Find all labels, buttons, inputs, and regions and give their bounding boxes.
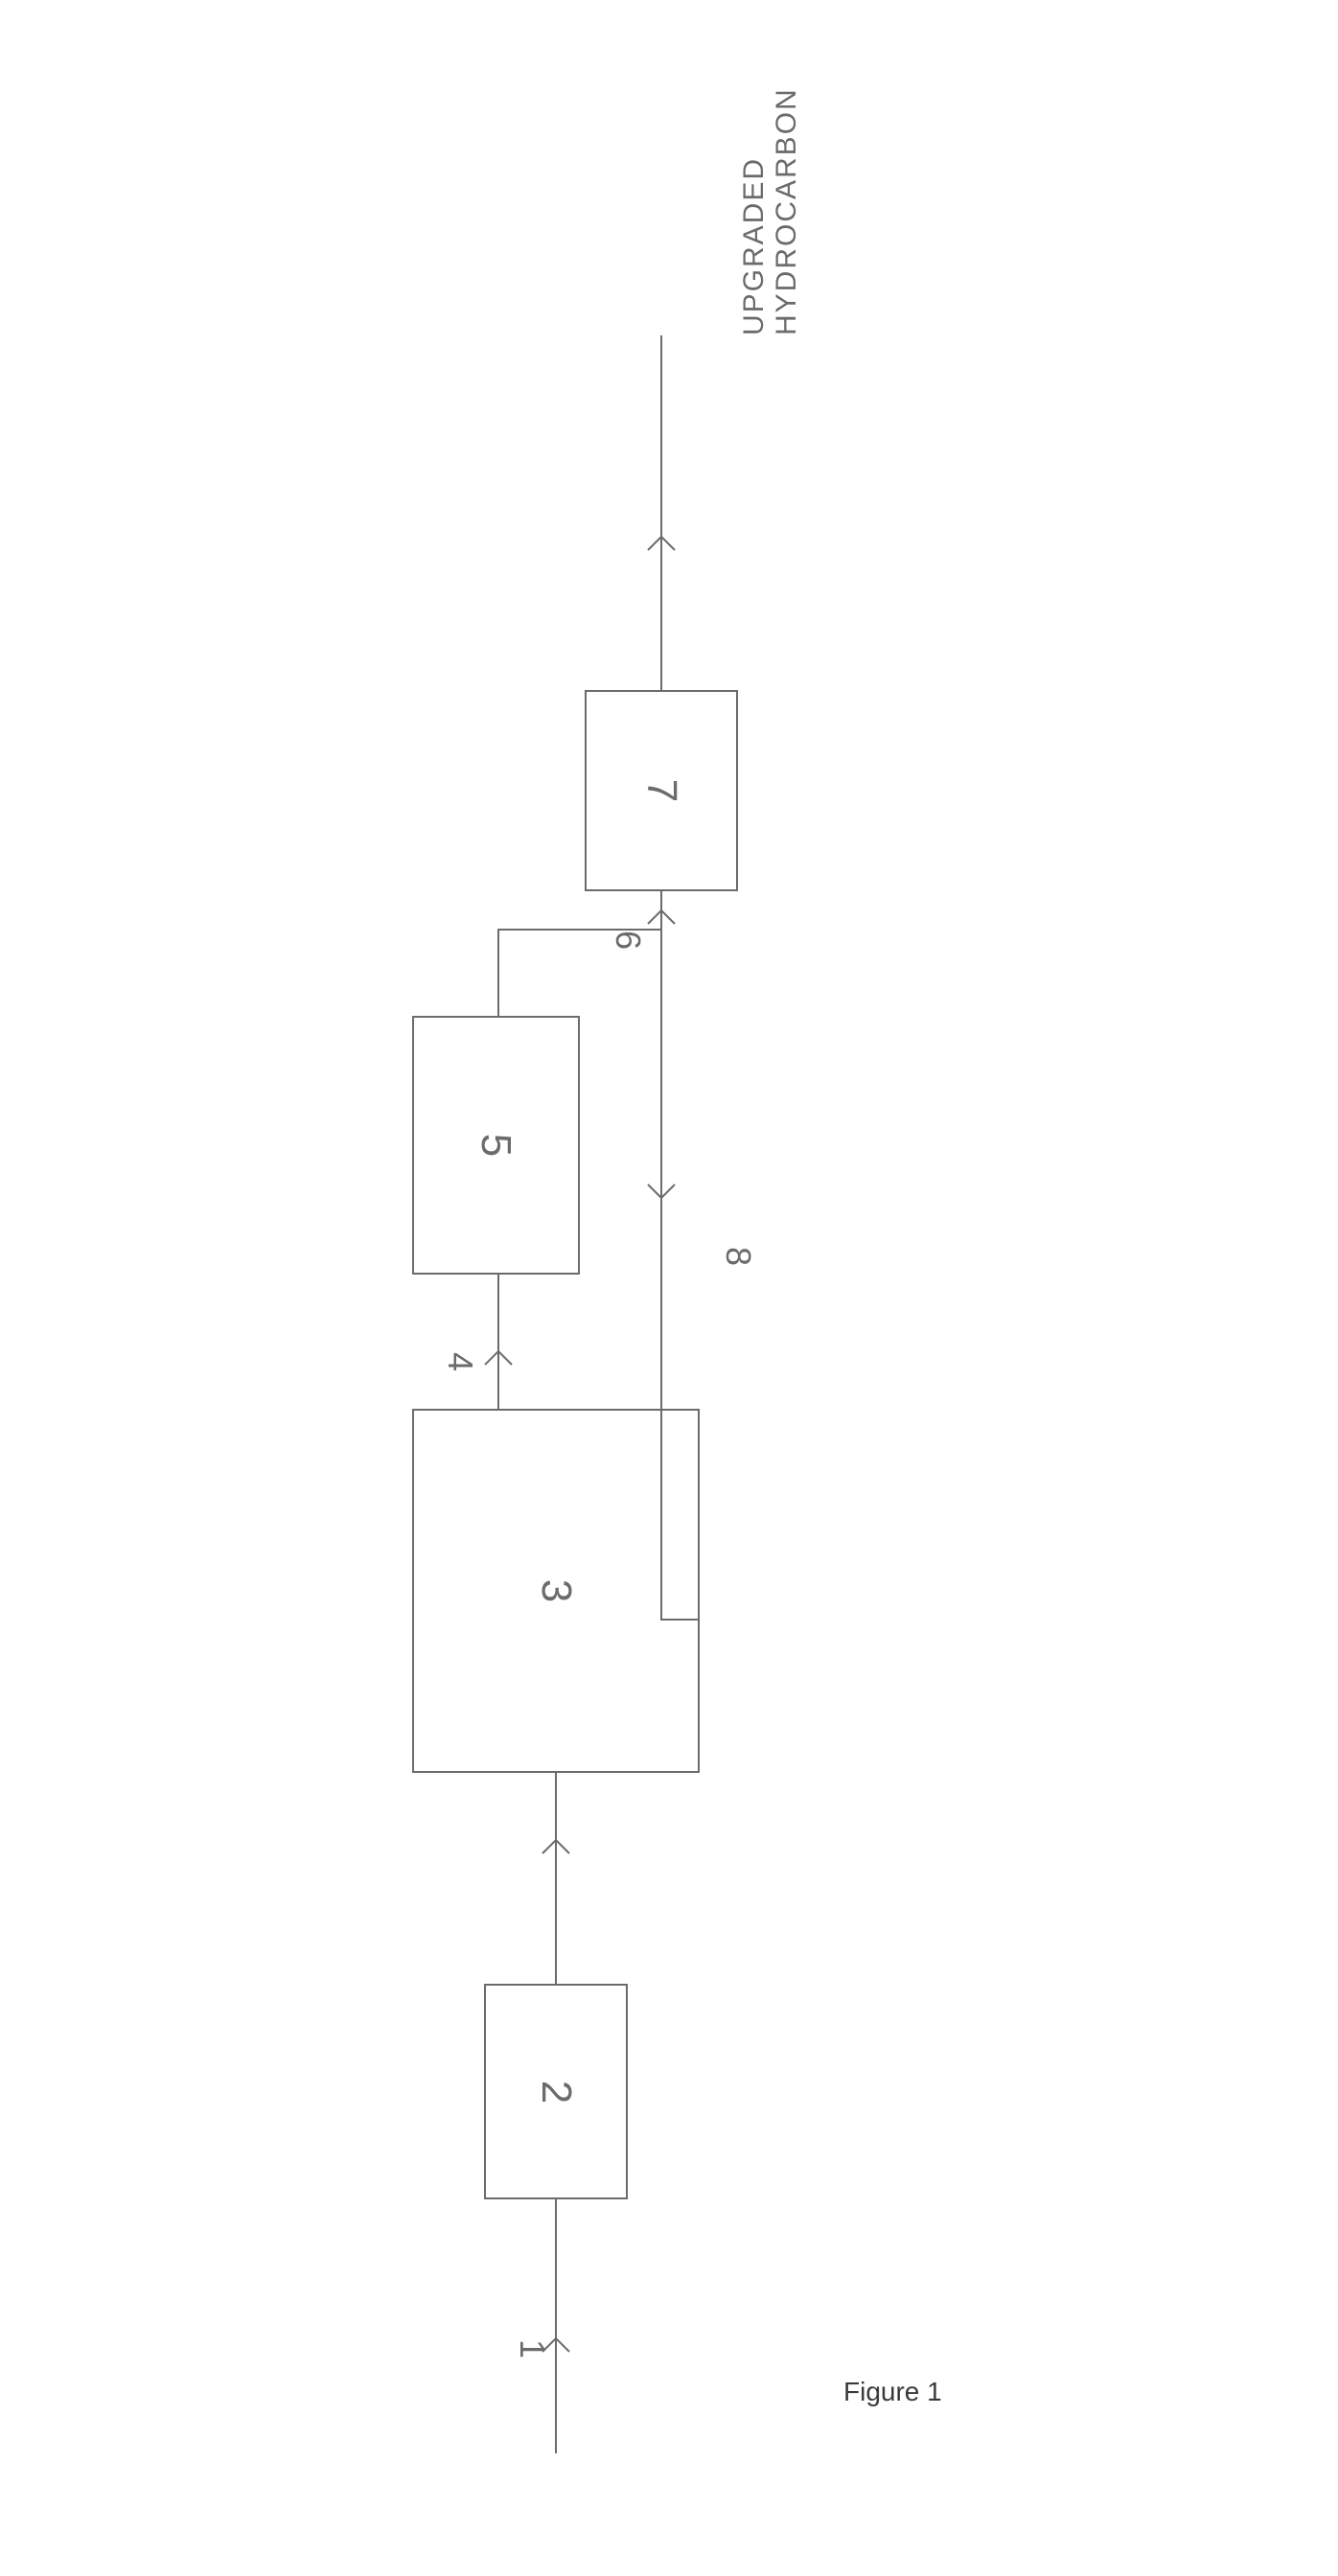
node-box-7: 7 <box>585 690 738 891</box>
stream-label-4: 4 <box>440 1352 480 1371</box>
output-label-line2: HYDROCARBON <box>771 87 803 335</box>
node-label-2: 2 <box>532 2080 580 2103</box>
diagram-canvas: 2 3 5 7 1 4 6 8 UPGRADED HYDROCARBON Fig… <box>0 0 1338 2576</box>
output-label: UPGRADED HYDROCARBON <box>738 87 803 335</box>
node-label-3: 3 <box>532 1579 580 1602</box>
node-label-7: 7 <box>637 779 685 802</box>
stream-label-8: 8 <box>718 1247 758 1266</box>
node-box-3: 3 <box>412 1409 700 1773</box>
node-box-2: 2 <box>484 1984 628 2199</box>
output-label-line1: UPGRADED <box>738 87 771 335</box>
node-box-5: 5 <box>412 1016 580 1275</box>
stream-label-6: 6 <box>608 931 648 950</box>
node-label-5: 5 <box>472 1134 519 1157</box>
stream-label-1: 1 <box>512 2339 552 2358</box>
edges <box>0 0 1338 2576</box>
figure-caption: Figure 1 <box>843 2377 942 2407</box>
